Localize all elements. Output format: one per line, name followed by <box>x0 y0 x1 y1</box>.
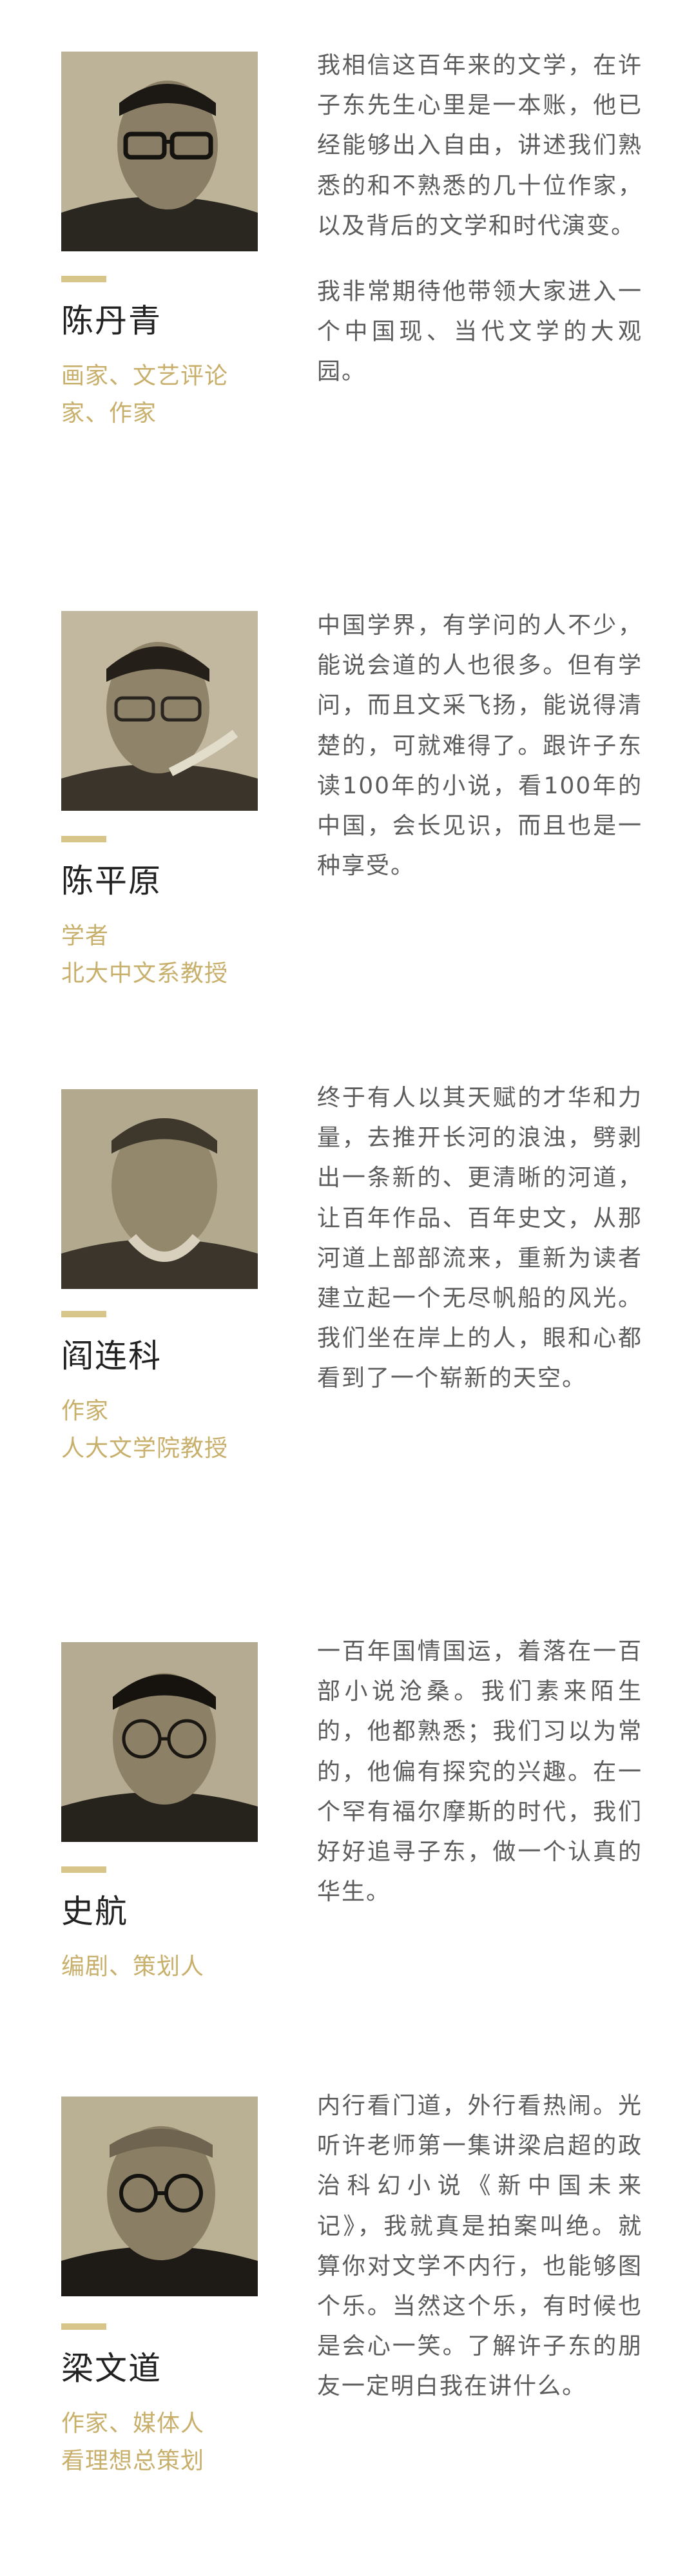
reviewer-role: 北大中文系教授 <box>61 960 229 987</box>
portrait-photo <box>61 52 258 251</box>
quote-paragraph: 中国学界，有学问的人不少，能说会道的人也很多。但有学问，而且文采飞扬，能说得清楚… <box>317 612 643 880</box>
quote-paragraph: 我相信这百年来的文学，在许子东先生心里是一本账，他已经能够出入自由，讲述我们熟悉… <box>317 52 643 239</box>
quote-paragraph: 内行看门道，外行看热闹。光听许老师第一集讲梁启超的政治科幻小说《新中国未来记》，… <box>317 2093 643 2400</box>
portrait-photo <box>61 2097 258 2296</box>
portrait-photo <box>61 611 258 811</box>
reviewer-name: 陈平原 <box>61 862 162 900</box>
reviewer-name: 史航 <box>61 1893 128 1930</box>
reviewer-role: 学者 <box>61 923 110 949</box>
portrait-photo <box>61 1089 258 1289</box>
reviewer-role: 看理想总策划 <box>61 2448 205 2474</box>
accent-bar <box>61 836 106 842</box>
quote-block: 内行看门道，外行看热闹。光听许老师第一集讲梁启超的政治科幻小说《新中国未来记》，… <box>317 2086 643 2407</box>
accent-bar <box>61 1311 106 1317</box>
reviewer-role: 人大文学院教授 <box>61 1435 229 1462</box>
portrait-photo <box>61 1642 258 1842</box>
quote-paragraph: 一百年国情国运，着落在一百部小说沧桑。我们素来陌生的，他都熟悉；我们习以为常的，… <box>317 1638 643 1906</box>
reviewer-role: 作家、媒体人 <box>61 2410 205 2437</box>
quote-block: 中国学界，有学问的人不少，能说会道的人也很多。但有学问，而且文采飞扬，能说得清楚… <box>317 606 643 886</box>
accent-bar <box>61 2323 106 2330</box>
reviewer-role: 编剧、策划人 <box>61 1953 205 1980</box>
reviewer-name: 阎连科 <box>61 1337 162 1375</box>
reviewer-role: 作家 <box>61 1398 110 1424</box>
quote-block: 我相信这百年来的文学，在许子东先生心里是一本账，他已经能够出入自由，讲述我们熟悉… <box>317 46 643 392</box>
quote-paragraph: 终于有人以其天赋的才华和力量，去推开长河的浪浊，劈剥出一条新的、更清晰的河道，让… <box>317 1085 643 1392</box>
reviewer-name: 梁文道 <box>61 2350 162 2387</box>
accent-bar <box>61 1866 106 1873</box>
quote-paragraph: 我非常期待他带领大家进入一个中国现、当代文学的大观园。 <box>317 278 643 385</box>
reviewer-role: 画家、文艺评论家、作家 <box>61 363 229 427</box>
accent-bar <box>61 276 106 282</box>
quote-block: 一百年国情国运，着落在一百部小说沧桑。我们素来陌生的，他都熟悉；我们习以为常的，… <box>317 1632 643 1912</box>
quote-block: 终于有人以其天赋的才华和力量，去推开长河的浪浊，劈剥出一条新的、更清晰的河道，让… <box>317 1078 643 1399</box>
reviewer-name: 陈丹青 <box>61 302 162 340</box>
